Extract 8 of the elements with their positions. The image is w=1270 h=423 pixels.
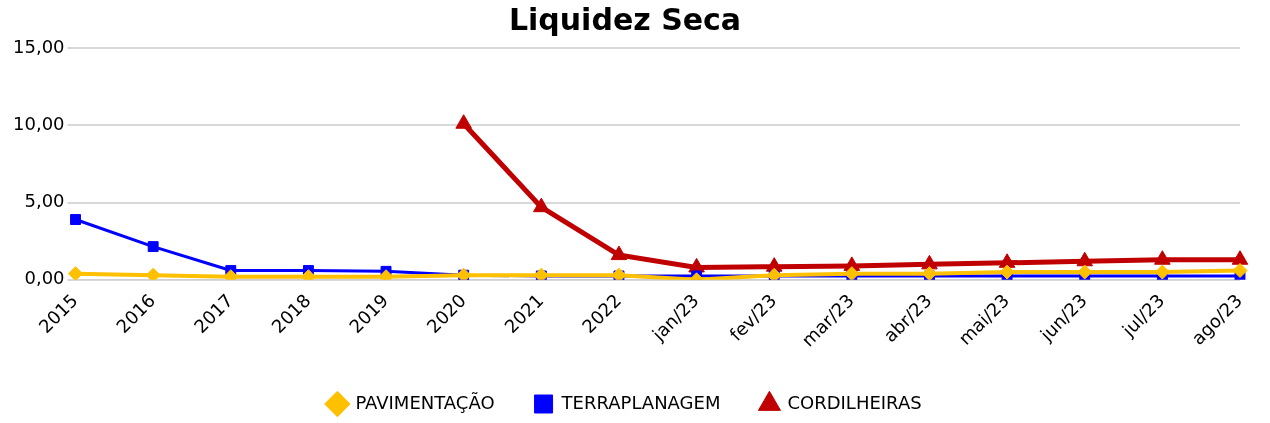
legend-label: TERRAPLANAGEM xyxy=(560,391,721,413)
y-tick-label: 15,00 xyxy=(13,35,65,57)
legend-label: CORDILHEIRAS xyxy=(787,391,922,413)
y-tick-label: 10,00 xyxy=(13,112,65,134)
y-tick-label: 0,00 xyxy=(24,267,65,289)
y-tick-label: 5,00 xyxy=(24,190,65,212)
legend-label: PAVIMENTAÇÃO xyxy=(355,391,495,413)
chart-title: Liquidez Seca xyxy=(508,1,742,37)
